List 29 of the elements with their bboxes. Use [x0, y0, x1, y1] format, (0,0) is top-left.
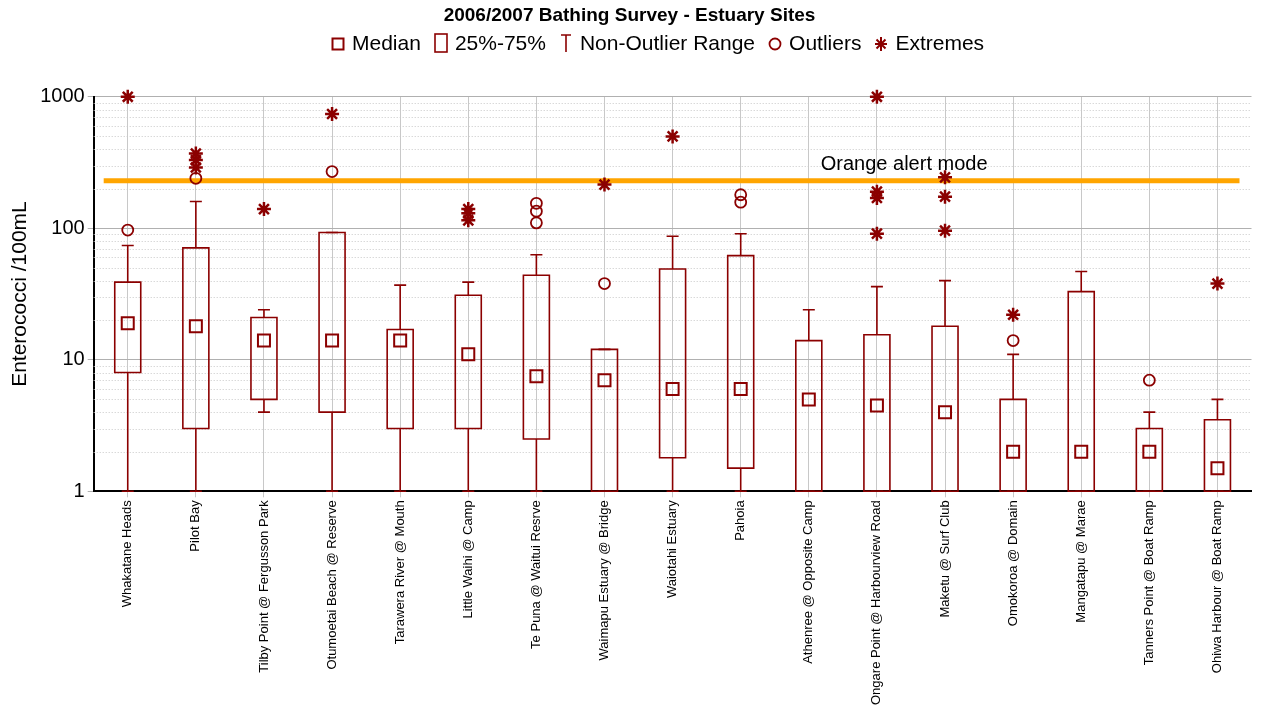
x-tick-label: Waiotahi Estuary [664, 499, 680, 599]
x-tick-label: Ohiwa Harbour @ Boat Ramp [1209, 500, 1225, 674]
y-tick-label: 10 [62, 347, 85, 370]
x-tick-label: Little Waihi @ Camp [459, 500, 475, 619]
text: Outliers [789, 31, 862, 55]
x-tick-label: Pahoia [732, 499, 748, 541]
y-tick-label: 1 [73, 478, 85, 501]
text: Non-Outlier Range [579, 31, 756, 55]
legend-label: Extremes [895, 31, 985, 55]
x-tick-label: Te Puna @ Waitui Resrve [527, 500, 543, 649]
x-tick-label: Mangatapu @ Marae [1072, 500, 1088, 623]
y-axis-title: Enterococci /100mL [7, 201, 31, 387]
x-tick-label: Tanners Point @ Boat Ramp [1140, 500, 1156, 666]
x-tick-label: Omokoroa @ Domain [1004, 500, 1020, 627]
y-tick-label: 100 [51, 215, 85, 238]
x-tick-label: Maketu @ Surf Club [936, 500, 952, 618]
x-tick-label: Tarawera River @ Mouth [391, 500, 407, 645]
x-tick-label: Athenree @ Opposite Camp [800, 500, 816, 664]
x-tick-label: Ongare Point @ Harbourview Road [868, 500, 884, 705]
x-tick-label: Whakatane Heads [119, 499, 135, 608]
chart-title: 2006/2007 Bathing Survey - Estuary Sites [443, 3, 816, 25]
x-tick-label: Pilot Bay [187, 499, 203, 552]
y-tick-label: 1000 [40, 84, 85, 107]
ref-line-label: Orange alert mode [820, 152, 988, 175]
text: 25%-75% [454, 31, 546, 55]
x-tick-label: Waimapu Estuary @ Bridge [596, 500, 612, 661]
x-tick-label: Tilby Point @ Fergusson Park [255, 499, 271, 673]
x-tick-label: Otumoetai Beach @ Reserve [323, 500, 339, 670]
text: Median [352, 31, 421, 55]
